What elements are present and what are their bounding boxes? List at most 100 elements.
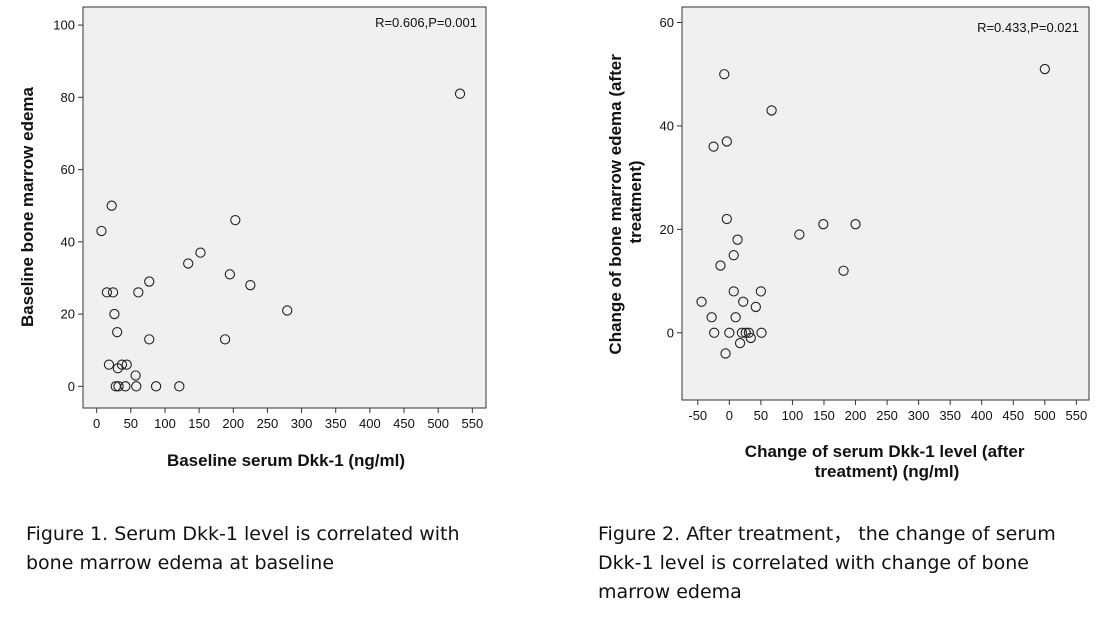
data-point (838, 265, 849, 276)
data-point (112, 363, 123, 374)
chart-1-y-ticks: 0 20 40 60 80 100 (53, 18, 83, 394)
data-point (174, 381, 185, 392)
x-tick-label: 250 (876, 408, 898, 423)
data-point (107, 287, 119, 298)
data-point (850, 219, 861, 230)
x-tick-label: 250 (257, 416, 279, 431)
chart-1-points (96, 88, 466, 392)
data-point (818, 219, 829, 230)
data-point (195, 247, 206, 258)
data-point (728, 250, 739, 261)
x-tick-label: 550 (1066, 408, 1088, 423)
data-point (706, 312, 717, 323)
data-point (101, 287, 113, 298)
data-point (224, 269, 236, 280)
chart-2-annotation: R=0.433,P=0.021 (977, 20, 1079, 35)
data-point (696, 296, 707, 307)
data-point (245, 280, 256, 291)
x-tick-label: 300 (291, 416, 313, 431)
data-point (745, 332, 756, 344)
x-tick-label: 400 (359, 416, 381, 431)
data-point (724, 327, 735, 338)
data-point (144, 276, 155, 287)
x-tick-label: 0 (93, 416, 100, 431)
chart-2-y-axis-title: Change of bone marrow edema (after treat… (606, 49, 645, 354)
data-point (734, 337, 746, 349)
x-tick-label: 100 (154, 416, 176, 431)
x-tick-label: 150 (813, 408, 835, 423)
x-tick-label: 450 (393, 416, 415, 431)
chart-1: 0 50 100 150 200 250 300 350 400 450 500 550 0 20 40 6… (18, 6, 487, 470)
x-tick-label: 550 (461, 416, 483, 431)
x-tick-label: 0 (726, 408, 733, 423)
chart-1-x-axis-title: Baseline serum Dkk-1 (ng/ml) (167, 451, 405, 470)
x-tick-label: 50 (124, 416, 138, 431)
y-tick-label: 80 (61, 90, 75, 105)
chart-2-x-ticks: -50 0 50 100 150 200 250 300 350 400 450 500 550 (688, 400, 1087, 423)
data-point (282, 305, 293, 316)
data-point (721, 213, 732, 225)
data-point (96, 225, 107, 237)
y-tick-label: 100 (53, 18, 75, 33)
figure-2-caption: Figure 2. After treatment， the change of… (598, 523, 1056, 603)
data-point (113, 381, 124, 392)
y-tick-label: 60 (660, 15, 674, 30)
x-tick-label: 450 (1002, 408, 1024, 423)
data-point (708, 141, 719, 152)
x-tick-label: 200 (222, 416, 244, 431)
data-point (230, 214, 241, 226)
x-tick-label: 500 (1034, 408, 1056, 423)
y-tick-label: 0 (667, 325, 674, 340)
chart-1-plot-area (82, 6, 487, 409)
x-tick-label: 400 (971, 408, 993, 423)
x-tick-label: 100 (782, 408, 804, 423)
data-point (106, 200, 117, 211)
x-tick-label: 150 (188, 416, 210, 431)
chart-2-y-ticks: 0 20 40 60 (660, 15, 682, 340)
data-point (728, 286, 739, 297)
data-point (756, 327, 767, 338)
figure-1-caption: Figure 1. Serum Dkk-1 level is correlate… (26, 523, 460, 574)
data-point (721, 136, 732, 147)
data-point (732, 234, 743, 245)
data-point (121, 359, 132, 370)
y-tick-label: 20 (61, 307, 75, 322)
x-tick-label: 350 (939, 408, 961, 423)
data-point (183, 258, 194, 269)
data-point (109, 308, 120, 320)
data-point (112, 326, 123, 338)
data-point (133, 287, 144, 298)
x-tick-label: 50 (754, 408, 768, 423)
chart-1-y-axis-title: Baseline bone marrow edema (18, 86, 37, 327)
data-point (719, 69, 730, 80)
chart-2-plot-area (681, 6, 1090, 401)
y-tick-label: 0 (68, 379, 75, 394)
chart-2: -50 0 50 100 150 200 250 300 350 400 450 500 550 0 20… (606, 6, 1090, 481)
y-tick-label: 60 (61, 162, 75, 177)
x-tick-label: 300 (908, 408, 930, 423)
data-point (738, 296, 749, 307)
data-point (130, 370, 141, 381)
x-tick-label: 350 (325, 416, 347, 431)
data-point (755, 286, 767, 297)
data-point (736, 327, 748, 338)
figure-charts: 0 50 100 150 200 250 300 350 400 450 500 550 020406… (18, 6, 1090, 481)
data-point (131, 381, 142, 392)
chart-2-x-axis-title: Change of serum Dkk-1 level (after treat… (745, 442, 1029, 481)
data-point (144, 334, 155, 345)
y-tick-label: 40 (61, 234, 75, 249)
data-point (150, 381, 162, 392)
chart-1-annotation: R=0.606,P=0.001 (375, 15, 477, 30)
data-point (715, 260, 726, 271)
y-tick-label: 20 (660, 222, 674, 237)
data-point (103, 359, 115, 370)
x-tick-label: 500 (427, 416, 449, 431)
data-point (766, 105, 777, 116)
x-tick-label: -50 (688, 408, 707, 423)
chart-2-points (696, 63, 1050, 359)
data-point (709, 327, 720, 338)
y-tick-label: 40 (660, 118, 674, 133)
data-point (120, 381, 131, 392)
data-point (720, 348, 731, 359)
x-tick-label: 200 (845, 408, 867, 423)
